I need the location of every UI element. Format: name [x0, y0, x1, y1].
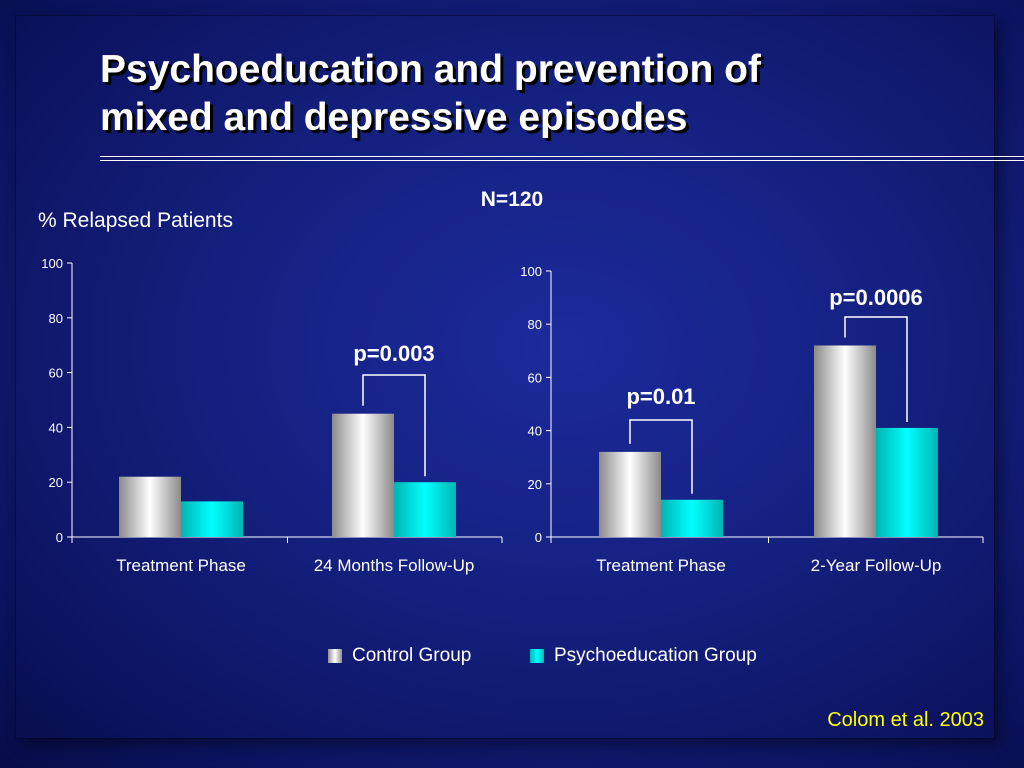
chart-2-category-label: Treatment Phase	[596, 556, 726, 575]
chart-1-significance-bracket	[362, 374, 426, 477]
legend-swatch-psycho	[530, 649, 544, 663]
y-axis-title: % Relapsed Patients	[38, 209, 233, 232]
chart-2-bar-control-1	[599, 451, 661, 537]
chart-2-y-tick-label: 80	[528, 317, 542, 332]
chart-2-significance-bracket	[844, 316, 908, 422]
sample-size-label: N=120	[480, 188, 544, 211]
chart-1-category-label: 24 Months Follow-Up	[314, 556, 475, 575]
chart-2-y-tick-label: 100	[520, 264, 542, 279]
chart-2-bar-psycho-1	[661, 499, 723, 537]
legend-swatch-control	[328, 649, 342, 663]
chart-2-significance-bracket	[629, 419, 693, 494]
chart-2-y-tick-label: 20	[528, 477, 542, 492]
title-line-2: mixed and depressive episodes	[100, 96, 688, 139]
chart-1-category-label: Treatment Phase	[116, 556, 246, 575]
chart-2-y-tick-label: 60	[528, 370, 542, 385]
chart-1-y-tick-label: 100	[41, 256, 63, 271]
chart-1-y-tick-label: 40	[49, 420, 63, 435]
chart-1-y-tick-label: 80	[49, 311, 63, 326]
chart-1-bar-psycho-1	[181, 501, 243, 537]
chart-1-bar-control-2	[332, 413, 394, 537]
slide-title: Psychoeducation and prevention of mixed …	[100, 46, 980, 142]
chart-2-p-value-label: p=0.0006	[829, 285, 923, 310]
chart-1-y-tick-label: 20	[49, 475, 63, 490]
chart-1-bar-psycho-2	[394, 482, 456, 537]
legend-label-control: Control Group	[352, 645, 472, 666]
chart-2-y-tick-label: 0	[535, 530, 542, 545]
title-underline	[100, 156, 1024, 161]
chart-2-p-value-label: p=0.01	[626, 384, 695, 409]
citation: Colom et al. 2003	[827, 709, 984, 731]
chart-1-bar-control-1	[119, 476, 181, 537]
chart-2-bar-control-2	[814, 345, 876, 537]
chart-2-category-label: 2-Year Follow-Up	[811, 556, 942, 575]
chart-2-bar-psycho-2	[876, 427, 938, 537]
chart-1-y-tick-label: 60	[49, 366, 63, 381]
chart-1-p-value-label: p=0.003	[353, 341, 434, 366]
chart-2-y-tick-label: 40	[528, 424, 542, 439]
legend-label-psycho: Psychoeducation Group	[554, 645, 757, 666]
chart-1-y-tick-label: 0	[56, 530, 63, 545]
title-line-1: Psychoeducation and prevention of	[100, 48, 761, 91]
